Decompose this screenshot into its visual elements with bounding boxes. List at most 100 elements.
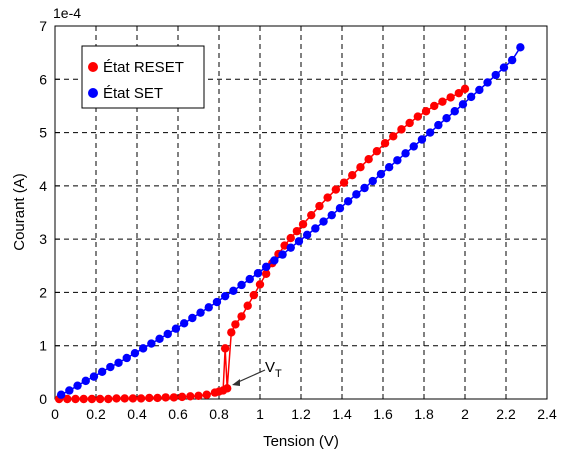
data-point-reset bbox=[323, 193, 332, 202]
y-tick-label: 5 bbox=[39, 125, 47, 141]
data-point-set bbox=[89, 372, 99, 381]
data-point-set bbox=[261, 262, 271, 272]
data-point-set bbox=[286, 243, 295, 252]
data-point-reset bbox=[413, 112, 423, 121]
vt-label-main: V bbox=[265, 359, 275, 376]
data-point-set bbox=[196, 308, 205, 317]
y-tick-label: 0 bbox=[39, 391, 47, 407]
data-point-set bbox=[507, 55, 517, 65]
x-tick-label: 0.8 bbox=[209, 406, 229, 422]
legend-label-reset: État RESET bbox=[103, 59, 184, 76]
data-point-set bbox=[483, 78, 492, 87]
data-point-set bbox=[179, 319, 189, 328]
vt-arrow-head bbox=[232, 379, 240, 386]
data-point-set bbox=[253, 269, 263, 278]
data-point-set bbox=[319, 217, 328, 226]
data-point-set bbox=[122, 353, 131, 363]
data-point-reset bbox=[223, 384, 232, 393]
data-point-set bbox=[442, 113, 451, 123]
data-point-set bbox=[327, 210, 336, 220]
data-point-reset bbox=[79, 394, 88, 404]
data-point-reset bbox=[405, 118, 414, 128]
data-point-set bbox=[417, 135, 427, 144]
data-point-reset bbox=[95, 394, 105, 404]
y-tick-label: 2 bbox=[39, 284, 47, 300]
data-point-reset bbox=[220, 344, 230, 353]
y-scale-multiplier: 1e-4 bbox=[53, 5, 81, 21]
data-point-set bbox=[171, 324, 181, 333]
data-point-reset bbox=[421, 107, 431, 116]
data-point-reset bbox=[227, 328, 236, 337]
x-tick-labels: 0 0.2 0.4 0.6 0.8 1 1.2 1.4 1.6 1.8 2 2.2 2.4 bbox=[51, 406, 557, 422]
data-point-reset bbox=[339, 178, 349, 187]
x-tick-label: 0 bbox=[51, 406, 59, 422]
x-tick-label: 0.6 bbox=[168, 406, 188, 422]
data-point-set bbox=[516, 43, 525, 52]
data-point-set bbox=[237, 280, 246, 290]
legend-label-set: État SET bbox=[103, 85, 163, 102]
data-point-reset bbox=[120, 394, 129, 403]
data-point-set bbox=[409, 142, 418, 151]
data-point-set bbox=[458, 100, 468, 109]
data-point-set bbox=[270, 256, 279, 265]
legend-box bbox=[81, 45, 205, 109]
y-tick-labels: 0 1 2 3 4 5 6 7 bbox=[39, 18, 47, 407]
vt-label: VT bbox=[265, 359, 282, 380]
y-tick-label: 7 bbox=[39, 18, 47, 34]
y-tick-label: 4 bbox=[39, 178, 47, 194]
data-point-set bbox=[434, 120, 443, 130]
x-tick-label: 1.6 bbox=[373, 406, 393, 422]
data-point-set bbox=[450, 107, 459, 116]
data-point-reset bbox=[298, 220, 308, 229]
data-point-set bbox=[188, 313, 197, 323]
data-point-reset bbox=[315, 201, 324, 211]
data-point-set bbox=[229, 286, 238, 296]
data-point-reset bbox=[136, 394, 146, 403]
data-point-reset bbox=[397, 125, 406, 134]
data-point-set bbox=[212, 297, 222, 307]
y-tick-label: 3 bbox=[39, 231, 47, 247]
x-tick-label: 1.2 bbox=[291, 406, 311, 422]
data-point-reset bbox=[331, 185, 341, 194]
series-reset bbox=[54, 84, 470, 404]
data-point-set bbox=[73, 381, 82, 390]
data-point-reset bbox=[454, 88, 464, 98]
data-point-set bbox=[401, 149, 410, 158]
data-point-set bbox=[466, 92, 476, 102]
data-point-set bbox=[56, 390, 66, 399]
data-point-reset bbox=[430, 101, 439, 111]
data-point-set bbox=[163, 329, 172, 339]
y-axis-title: Courant (A) bbox=[11, 173, 28, 251]
data-point-set bbox=[130, 348, 140, 358]
vt-label-sub: T bbox=[275, 368, 282, 380]
data-point-set bbox=[294, 237, 304, 246]
data-point-reset bbox=[292, 226, 302, 236]
data-point-reset bbox=[71, 394, 80, 404]
data-point-set bbox=[245, 274, 254, 284]
data-point-reset bbox=[169, 393, 179, 402]
data-point-reset bbox=[87, 394, 97, 404]
data-point-reset bbox=[194, 391, 203, 401]
x-tick-label: 0.2 bbox=[86, 406, 106, 422]
data-point-reset bbox=[231, 320, 240, 329]
data-point-set bbox=[114, 358, 123, 367]
data-point-reset bbox=[161, 393, 170, 402]
data-point-set bbox=[155, 334, 164, 343]
data-point-set bbox=[335, 204, 345, 213]
data-point-reset bbox=[104, 394, 113, 404]
vt-arrow-line bbox=[235, 369, 266, 384]
data-point-set bbox=[204, 303, 213, 312]
data-point-set bbox=[311, 224, 320, 233]
data-point-reset bbox=[63, 394, 72, 404]
data-point-reset bbox=[389, 132, 398, 141]
data-point-reset bbox=[372, 147, 382, 156]
data-point-set bbox=[368, 176, 377, 186]
data-point-set bbox=[425, 128, 435, 137]
data-point-set bbox=[106, 362, 115, 372]
legend-marker-set bbox=[88, 88, 98, 98]
x-tick-label: 2.2 bbox=[496, 406, 516, 422]
data-point-set bbox=[499, 63, 509, 72]
x-axis-title: Tension (V) bbox=[263, 433, 339, 450]
data-point-set bbox=[65, 386, 74, 395]
data-point-set bbox=[278, 250, 287, 259]
